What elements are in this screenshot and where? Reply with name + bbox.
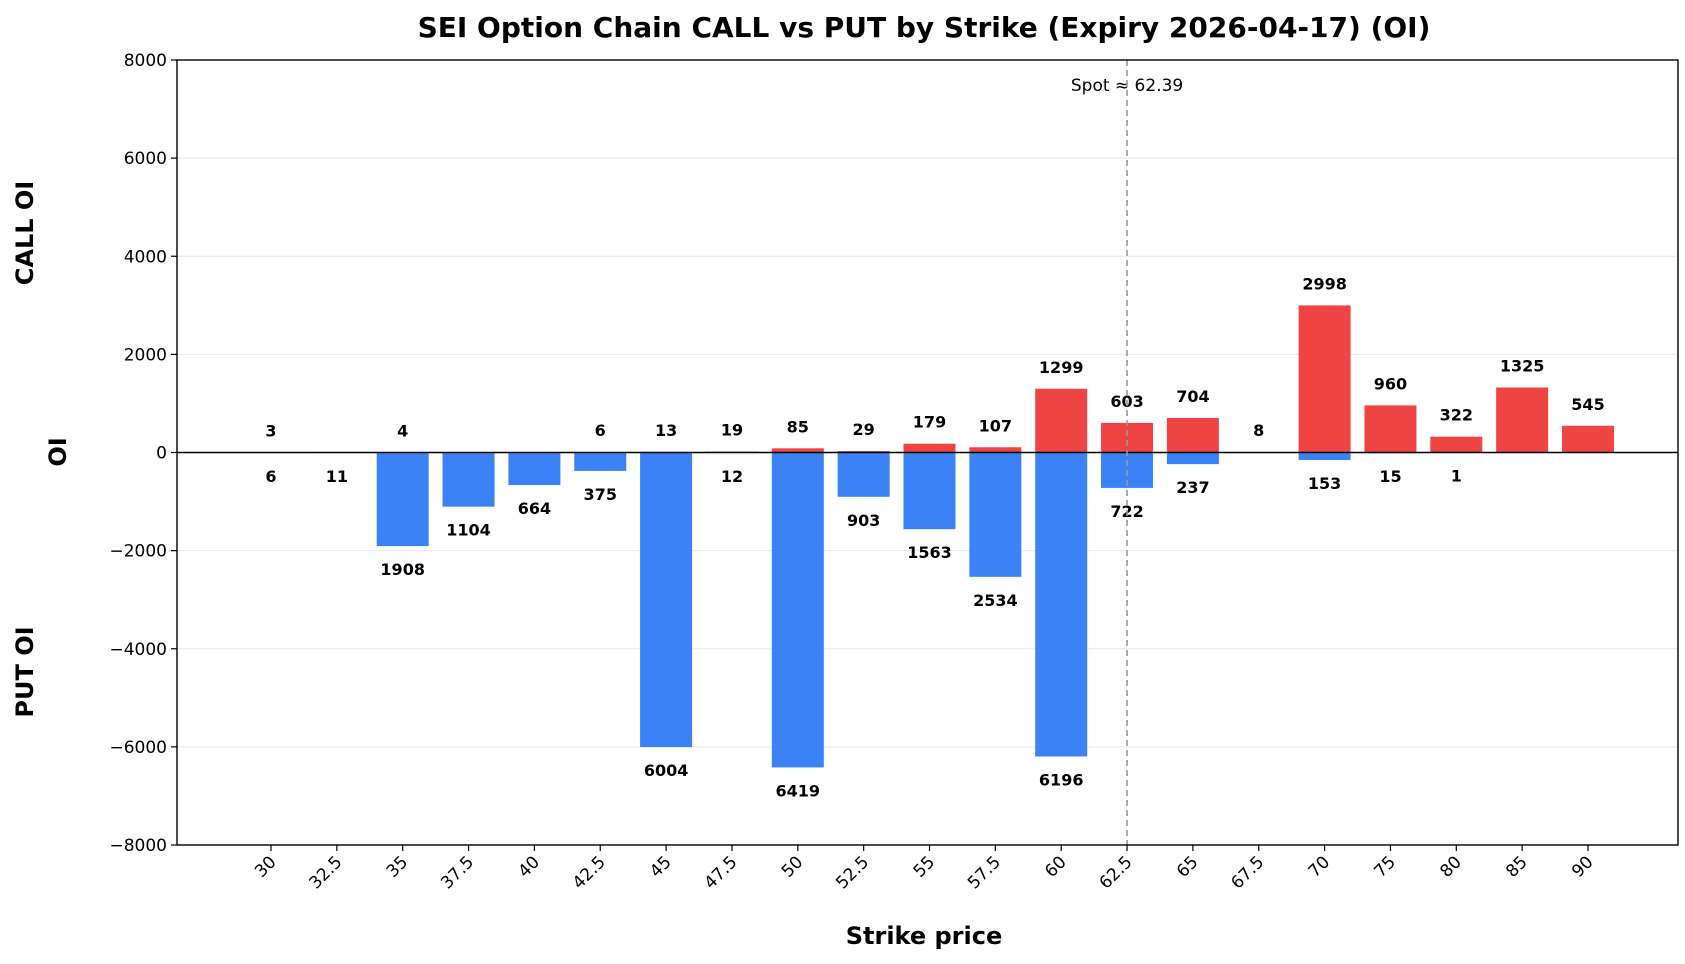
- call-value-label: 704: [1176, 387, 1209, 406]
- call-value-label: 19: [721, 421, 743, 440]
- y-tick-label: 0: [156, 444, 167, 464]
- put-bar: [903, 452, 956, 530]
- call-bar: [1166, 417, 1219, 453]
- put-value-label: 375: [584, 485, 617, 504]
- x-tick-label: 47.5: [701, 852, 742, 893]
- x-tick-label: 60: [1041, 852, 1070, 881]
- call-value-label: 6: [595, 421, 606, 440]
- x-tick-label: 45: [646, 852, 675, 881]
- y-tick-label: 2000: [124, 345, 167, 365]
- put-bar: [640, 452, 693, 748]
- y-tick-label: 4000: [124, 247, 167, 267]
- call-bar: [1101, 422, 1154, 453]
- call-value-label: 85: [787, 417, 809, 436]
- put-value-label: 12: [721, 467, 743, 486]
- put-value-label: 903: [847, 511, 880, 530]
- put-value-label: 1104: [446, 521, 491, 540]
- y-axis-label: OI: [44, 437, 72, 466]
- x-tick-label: 55: [910, 852, 939, 881]
- call-value-label: 322: [1440, 406, 1473, 425]
- put-value-label: 15: [1379, 467, 1401, 486]
- x-tick-label: 62.5: [1096, 852, 1137, 893]
- put-value-label: 6004: [644, 761, 689, 780]
- put-bar: [837, 452, 890, 497]
- put-value-label: 2534: [973, 591, 1018, 610]
- call-value-label: 2998: [1302, 274, 1347, 293]
- put-bar: [1298, 452, 1351, 461]
- put-value-label: 1908: [380, 560, 425, 579]
- x-tick-label: 42.5: [569, 852, 610, 893]
- call-bar: [1562, 425, 1614, 453]
- y-tick-label: 8000: [124, 51, 167, 71]
- call-value-label: 179: [913, 413, 946, 432]
- x-tick-label: 40: [514, 852, 543, 881]
- put-value-label: 1563: [907, 543, 952, 562]
- put-value-label: 6196: [1039, 770, 1084, 789]
- call-bar: [1298, 305, 1351, 453]
- put-bar: [969, 452, 1022, 577]
- call-bar: [1430, 436, 1483, 453]
- x-tick-label: 57.5: [964, 852, 1005, 893]
- call-value-label: 107: [979, 416, 1012, 435]
- call-value-label: 8: [1253, 421, 1264, 440]
- y-tick-label: −4000: [109, 640, 167, 660]
- y-tick-label: −8000: [109, 836, 167, 856]
- put-value-label: 1: [1451, 467, 1462, 486]
- x-tick-label: 80: [1436, 852, 1465, 881]
- call-bar: [903, 443, 956, 453]
- x-tick-label: 65: [1173, 852, 1202, 881]
- put-value-label: 6: [265, 467, 276, 486]
- put-bar: [1035, 452, 1088, 757]
- call-value-label: 13: [655, 421, 677, 440]
- call-bar: [771, 448, 824, 453]
- x-tick-label: 90: [1568, 852, 1597, 881]
- put-bar: [771, 452, 824, 768]
- put-value-label: 6419: [776, 781, 821, 800]
- call-value-label: 4: [397, 421, 408, 440]
- call-value-label: 3: [265, 421, 276, 440]
- y-axis-label-put: PUT OI: [11, 626, 39, 717]
- y-tick-label: 6000: [124, 149, 167, 169]
- y-tick-label: −2000: [109, 542, 167, 562]
- call-value-label: 960: [1374, 374, 1407, 393]
- x-tick-label: 32.5: [305, 852, 346, 893]
- put-value-label: 11: [326, 467, 348, 486]
- x-tick-label: 30: [251, 852, 280, 881]
- x-tick-label: 67.5: [1227, 852, 1268, 893]
- y-axis-label-call: CALL OI: [11, 181, 39, 285]
- call-value-label: 545: [1571, 395, 1604, 414]
- put-value-label: 664: [518, 499, 551, 518]
- call-value-label: 29: [853, 420, 875, 439]
- x-tick-label: 75: [1371, 852, 1400, 881]
- x-axis-label: Strike price: [846, 922, 1003, 950]
- call-bar: [1496, 387, 1549, 453]
- x-tick-label: 85: [1502, 852, 1531, 881]
- call-value-label: 1299: [1039, 358, 1084, 377]
- call-bar: [1035, 388, 1088, 453]
- call-value-label: 1325: [1500, 356, 1545, 375]
- y-tick-label: −6000: [109, 738, 167, 758]
- x-tick-label: 70: [1305, 852, 1334, 881]
- call-bar: [1364, 405, 1417, 453]
- x-tick-label: 52.5: [832, 852, 873, 893]
- chart-title: SEI Option Chain CALL vs PUT by Strike (…: [418, 11, 1431, 44]
- bars-layer: [245, 305, 1614, 768]
- put-bar: [508, 452, 561, 486]
- x-tick-label: 35: [383, 852, 412, 881]
- put-value-label: 153: [1308, 474, 1341, 493]
- put-bar: [574, 452, 627, 471]
- put-bar: [1166, 452, 1219, 465]
- call-bar: [969, 447, 1022, 453]
- put-bar: [376, 452, 429, 547]
- x-tick-label: 37.5: [437, 852, 478, 893]
- x-tick-label: 50: [778, 852, 807, 881]
- put-value-label: 237: [1176, 478, 1209, 497]
- put-bar: [442, 452, 495, 507]
